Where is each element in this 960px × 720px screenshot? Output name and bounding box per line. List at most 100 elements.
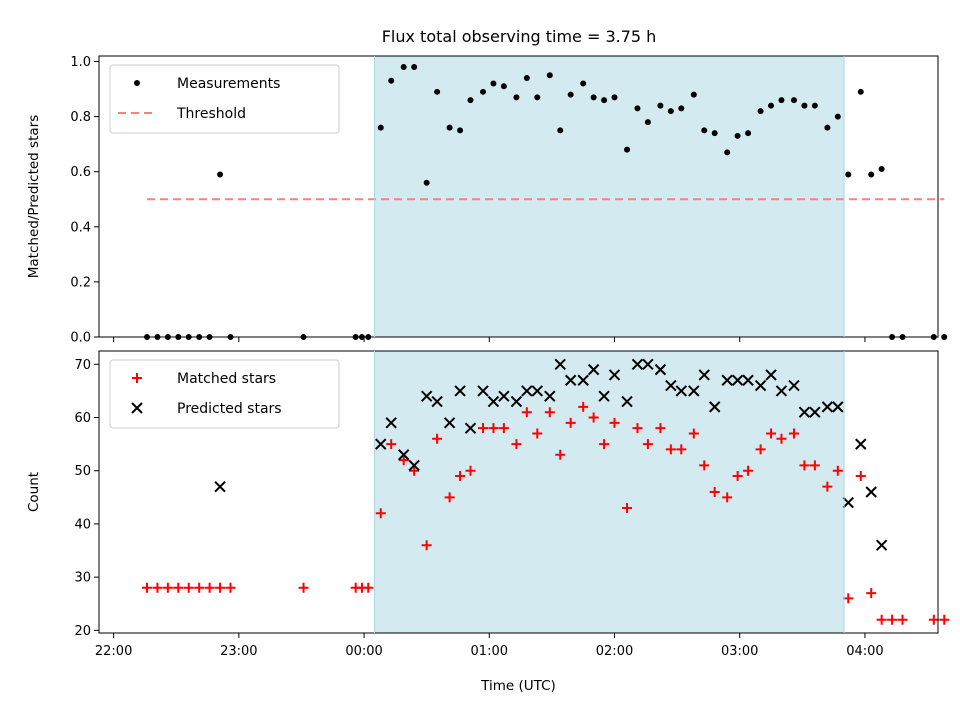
matched-star-point (532, 428, 543, 439)
matched-star-point (866, 588, 877, 599)
matched-star-point (215, 582, 226, 593)
matched-star-point (676, 444, 687, 455)
matched-star-point (204, 582, 215, 593)
predicted-star-point (665, 379, 677, 392)
matched-star-point (194, 582, 205, 593)
measurement-point (557, 127, 564, 134)
predicted-star-point (754, 379, 767, 392)
matched-star-point (722, 492, 733, 503)
matched-star-point (776, 433, 787, 444)
top-legend: Measurements Threshold (109, 64, 340, 134)
measurement-point (546, 72, 553, 79)
y-tick-label: 20 (74, 624, 91, 639)
measurement-point (634, 105, 641, 112)
predicted-star-point (577, 374, 589, 386)
matched-star-point (511, 439, 522, 450)
matched-star-point (642, 439, 653, 450)
measurement-point (217, 171, 224, 178)
matched-star-point (409, 465, 420, 476)
legend-label: Threshold (176, 106, 246, 122)
x-tick-label: 03:00 (721, 644, 758, 659)
predicted-star-point (688, 385, 700, 397)
measurement-point (941, 334, 948, 340)
x-tick-label: 23:00 (220, 644, 257, 659)
matched-star-point (632, 423, 643, 434)
matched-star-point (732, 471, 743, 482)
predicted-star-point (654, 363, 667, 376)
predicted-star-point (798, 406, 811, 418)
matched-star-point (788, 428, 799, 439)
measurement-point (811, 102, 818, 109)
predicted-star-point (832, 401, 844, 413)
measurement-point (857, 88, 864, 95)
matched-star-point (375, 508, 386, 519)
top-panel: 0.0 0.2 0.4 0.6 0.8 1.0 Matched/Predicted sta… (26, 55, 948, 346)
y-tick-label: 0.6 (70, 165, 91, 180)
matched-star-point (386, 439, 397, 450)
predicted-star-point (385, 417, 397, 429)
y-tick-label: 70 (74, 358, 91, 373)
measurement-point (590, 94, 597, 101)
matched-star-point (599, 439, 610, 450)
predicted-star-point (821, 401, 834, 413)
measurement-point (678, 105, 685, 112)
y-tick-label: 50 (74, 464, 91, 479)
legend-matched-swatch (132, 373, 142, 383)
matched-star-point (544, 407, 555, 418)
measurement-point (868, 171, 875, 178)
matched-star-point (897, 614, 908, 625)
matched-star-point (521, 407, 532, 418)
legend-measurement-swatch (134, 80, 140, 86)
predicted-star-point (855, 438, 867, 450)
measurement-point (644, 119, 651, 126)
matched-star-point (809, 460, 820, 471)
bottom-axis-ticks: 20 30 40 50 60 70 22:00 23:00 00:00 01:00 02:00 03:… (74, 358, 883, 659)
measurement-point (768, 102, 775, 109)
measurement-point (567, 91, 574, 98)
bottom-legend: Matched stars Predicted stars (109, 359, 340, 429)
matched-star-point (465, 465, 476, 476)
matched-star-point (609, 417, 620, 428)
measurement-point (490, 80, 497, 87)
predicted-star-point (621, 395, 633, 408)
measurement-point (388, 77, 395, 84)
measurement-point (657, 102, 664, 109)
measurement-point (411, 64, 418, 71)
measurement-point (467, 97, 474, 104)
measurement-point (878, 165, 885, 172)
measurement-point (446, 124, 453, 131)
bottom-y-axis-label: Count (26, 472, 42, 512)
predicted-star-point (531, 385, 543, 397)
x-axis-label: Time (UTC) (480, 678, 556, 694)
predicted-star-point (809, 406, 821, 418)
legend-label: Measurements (177, 76, 280, 92)
observing-window-band-bottom (374, 351, 845, 633)
matched-star-point (755, 444, 766, 455)
predicted-star-point (775, 385, 788, 397)
measurement-point (734, 132, 741, 139)
matched-star-point (832, 465, 843, 476)
y-tick-label: 1.0 (70, 55, 91, 70)
predicted-star-point (408, 459, 420, 472)
legend-predicted-swatch (131, 402, 143, 414)
measurement-point (611, 94, 618, 101)
matched-star-point (555, 449, 566, 460)
matched-star-point (887, 614, 898, 625)
matched-star-point (444, 492, 455, 503)
y-tick-label: 0.8 (70, 110, 91, 125)
y-tick-label: 0.4 (70, 220, 91, 235)
predicted-star-point (842, 496, 854, 509)
y-tick-label: 40 (74, 517, 91, 532)
measurement-point (624, 146, 631, 153)
predicted-star-point (454, 385, 466, 397)
predicted-star-point (554, 358, 566, 371)
predicted-star-point (865, 486, 877, 498)
predicted-star-point (788, 379, 800, 392)
x-tick-label: 01:00 (471, 644, 508, 659)
matched-star-point (225, 582, 236, 593)
predicted-star-point (698, 369, 710, 381)
measurement-point (480, 88, 487, 95)
matched-star-point (398, 455, 409, 466)
legend-label: Matched stars (177, 371, 276, 387)
